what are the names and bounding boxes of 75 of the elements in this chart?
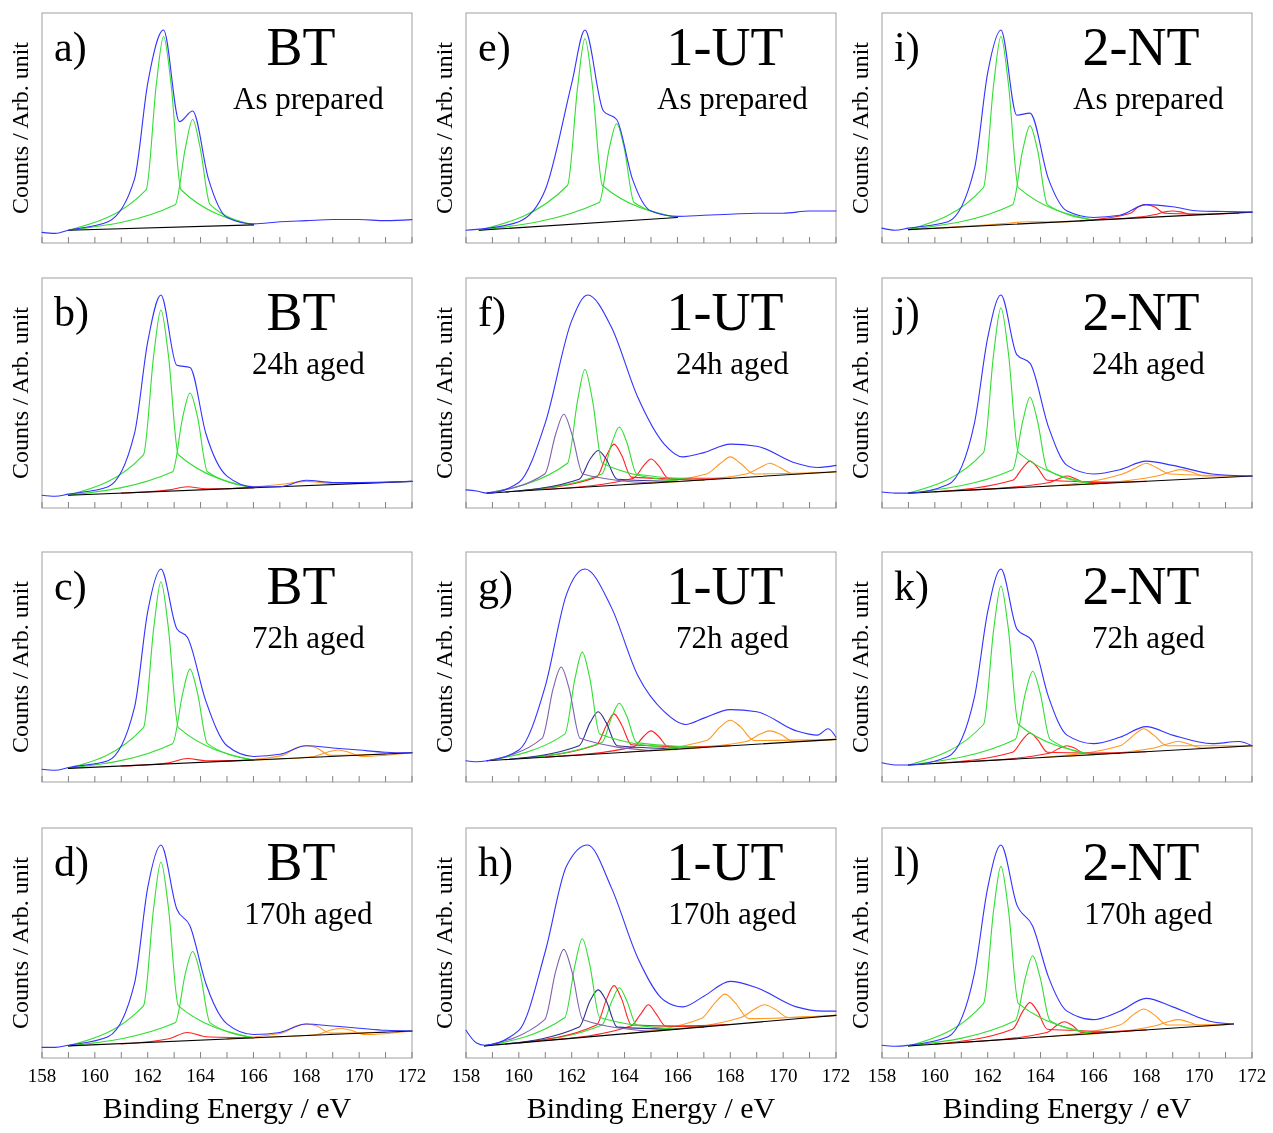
x-tick-label: 166 [239,1065,268,1086]
y-axis-title: Counts / Arb. unit [847,580,873,754]
x-tick-label: 172 [397,1065,427,1086]
y-axis-title: Counts / Arb. unit [431,41,457,215]
text: As prepared [657,81,809,116]
chart-title: 2-NT [1082,556,1200,616]
chart-title: 2-NT [1082,282,1200,342]
text: 170h aged [668,896,798,931]
y-axis-title: Counts / Arb. unit [431,856,457,1030]
x-tick-label: 164 [610,1065,640,1086]
x-tick-label: 158 [27,1065,57,1086]
y-axis-title: Counts / Arb. unit [847,306,873,480]
chart-title: BT [266,282,336,342]
annotation: e) [478,24,511,71]
y-axis-title: Counts / Arb. unit [7,41,33,215]
x-tick-label: 160 [504,1065,534,1086]
x-tick-label: 170 [768,1065,798,1086]
text: 72h aged [252,620,366,655]
x-tick-label: 158 [451,1065,481,1086]
annotation: l) [894,839,920,886]
x-tick-label: 168 [1132,1065,1161,1086]
annotation: b) [54,289,89,336]
x-tick-label: 166 [663,1065,692,1086]
x-tick-label: 160 [920,1065,950,1086]
text: As prepared [233,81,385,116]
text: 72h aged [676,620,790,655]
x-tick-label: 162 [973,1065,1002,1086]
x-tick-label: 172 [821,1065,851,1086]
x-tick-label: 172 [1237,1065,1267,1086]
chart-title: 2-NT [1082,17,1200,77]
x-tick-label: 160 [80,1065,110,1086]
annotation: a) [54,24,87,71]
text: 72h aged [1092,620,1206,655]
y-axis-title: Counts / Arb. unit [847,41,873,215]
annotation: f) [478,289,506,336]
annotation: i) [894,24,920,71]
x-axis-title: Binding Energy / eV [102,1091,352,1124]
x-axis-title: Binding Energy / eV [526,1091,776,1124]
x-tick-label: 162 [557,1065,586,1086]
annotation: d) [54,839,89,886]
x-tick-label: 158 [867,1065,897,1086]
y-axis-title: Counts / Arb. unit [847,856,873,1030]
x-tick-label: 162 [133,1065,162,1086]
x-tick-label: 168 [292,1065,321,1086]
x-tick-label: 164 [186,1065,216,1086]
y-axis-title: Counts / Arb. unit [7,306,33,480]
text: 24h aged [252,346,366,381]
y-axis-title: Counts / Arb. unit [431,580,457,754]
x-tick-label: 170 [1184,1065,1214,1086]
x-tick-label: 166 [1079,1065,1108,1086]
y-axis-title: Counts / Arb. unit [431,306,457,480]
y-axis-title: Counts / Arb. unit [7,856,33,1030]
text: 170h aged [244,896,374,931]
chart-title: 1-UT [666,832,784,892]
text: 24h aged [676,346,790,381]
text: 170h aged [1084,896,1214,931]
annotation: g) [478,563,513,610]
y-axis-title: Counts / Arb. unit [7,580,33,754]
x-tick-label: 168 [716,1065,745,1086]
annotation: j) [892,289,920,336]
chart-title: 1-UT [666,556,784,616]
chart-title: BT [266,17,336,77]
annotation: k) [894,563,929,610]
annotation: h) [478,839,513,886]
text: As prepared [1073,81,1225,116]
chart-title: BT [266,556,336,616]
chart-title: 2-NT [1082,832,1200,892]
chart-title: 1-UT [666,17,784,77]
text: 24h aged [1092,346,1206,381]
x-tick-label: 170 [344,1065,374,1086]
annotation: c) [54,563,87,610]
x-tick-label: 164 [1026,1065,1056,1086]
chart-title: 1-UT [666,282,784,342]
chart-title: BT [266,832,336,892]
x-axis-title: Binding Energy / eV [942,1091,1192,1124]
